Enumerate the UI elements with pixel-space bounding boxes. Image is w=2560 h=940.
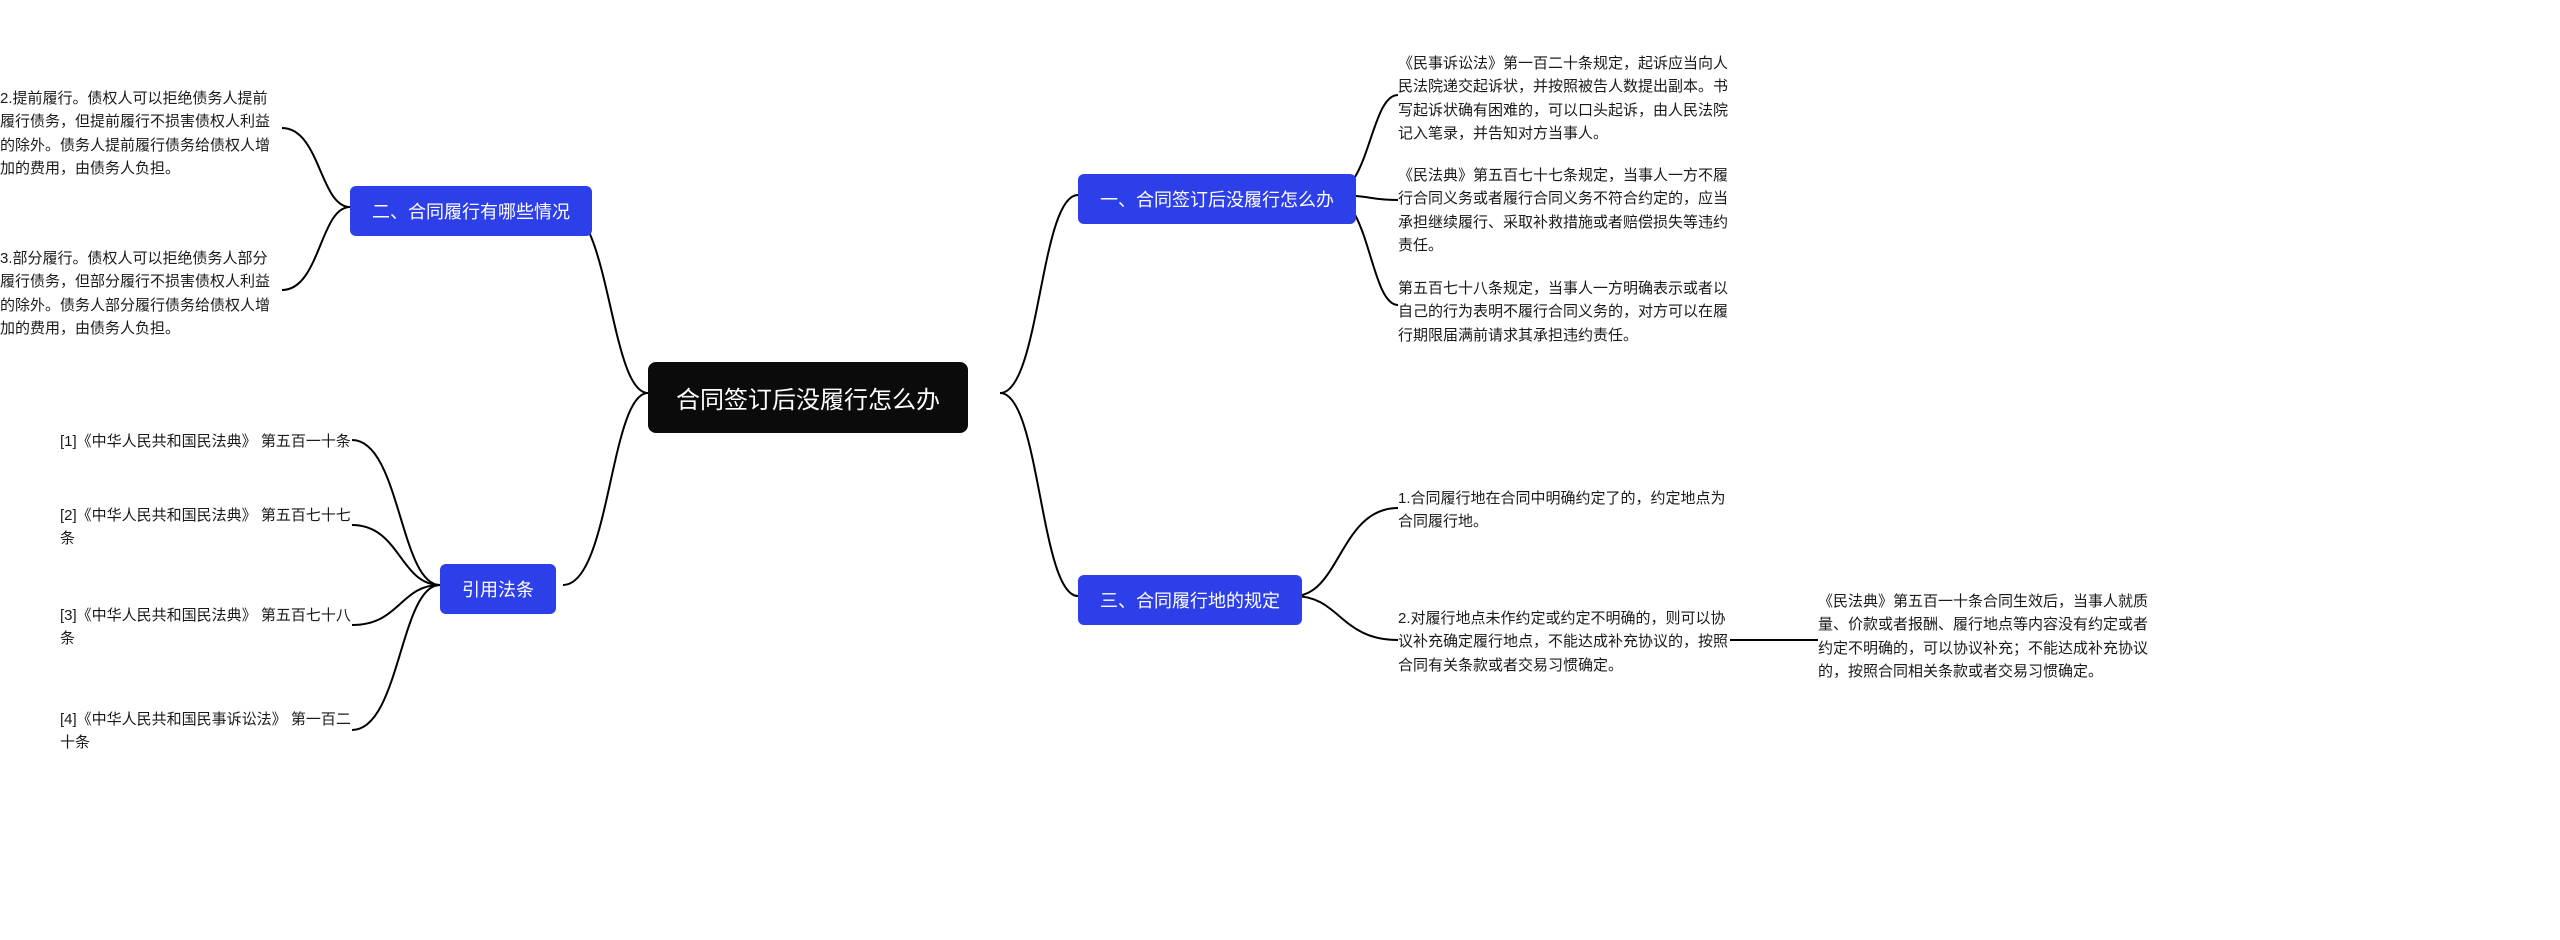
leaf-l2-3: [3]《中华人民共和国民法典》 第五百七十八条 [60, 602, 352, 653]
leaf-l1-2: 3.部分履行。债权人可以拒绝债务人部分履行债务，但部分履行不损害债权人利益的除外… [0, 245, 282, 342]
branch-left-1: 二、合同履行有哪些情况 [350, 186, 592, 236]
branch-left-2: 引用法条 [440, 564, 556, 614]
leaf-l2-2: [2]《中华人民共和国民法典》 第五百七十七条 [60, 502, 352, 553]
leaf-r2-2: 2.对履行地点未作约定或约定不明确的，则可以协议补充确定履行地点，不能达成补充协… [1398, 605, 1730, 679]
leaf-r1-3: 第五百七十八条规定，当事人一方明确表示或者以自己的行为表明不履行合同义务的，对方… [1398, 275, 1730, 349]
leaf-l2-4: [4]《中华人民共和国民事诉讼法》 第一百二十条 [60, 706, 352, 757]
leaf-r2-1: 1.合同履行地在合同中明确约定了的，约定地点为合同履行地。 [1398, 485, 1730, 536]
connector-layer [0, 0, 2560, 940]
leaf-l1-1: 2.提前履行。债权人可以拒绝债务人提前履行债务，但提前履行不损害债权人利益的除外… [0, 85, 282, 182]
branch-right-2: 三、合同履行地的规定 [1078, 575, 1302, 625]
root-node: 合同签订后没履行怎么办 [648, 362, 968, 433]
leaf-l2-1: [1]《中华人民共和国民法典》 第五百一十条 [60, 428, 352, 455]
leaf-r1-2: 《民法典》第五百七十七条规定，当事人一方不履行合同义务或者履行合同义务不符合约定… [1398, 162, 1730, 259]
leaf-r2-sub: 《民法典》第五百一十条合同生效后，当事人就质量、价款或者报酬、履行地点等内容没有… [1818, 588, 2150, 685]
branch-right-1: 一、合同签订后没履行怎么办 [1078, 174, 1356, 224]
leaf-r1-1: 《民事诉讼法》第一百二十条规定，起诉应当向人民法院递交起诉状，并按照被告人数提出… [1398, 50, 1730, 147]
